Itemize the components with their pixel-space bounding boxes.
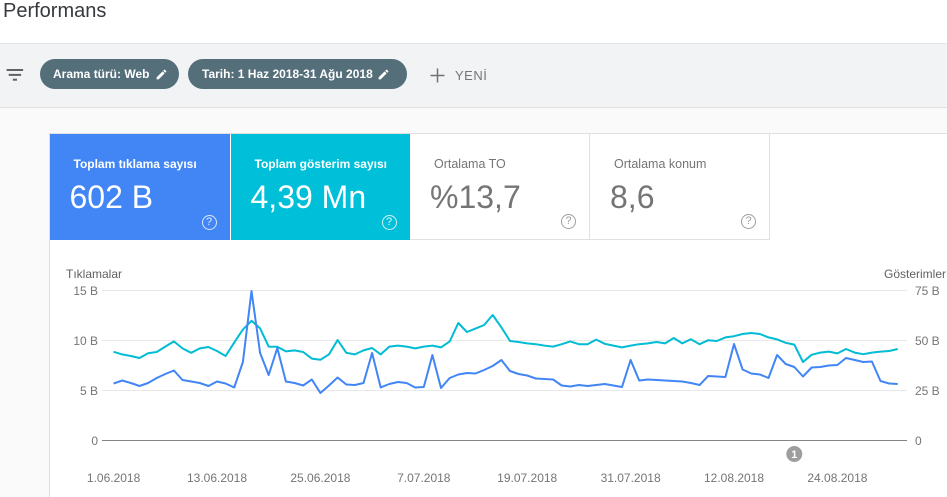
svg-text:1: 1: [791, 449, 797, 461]
